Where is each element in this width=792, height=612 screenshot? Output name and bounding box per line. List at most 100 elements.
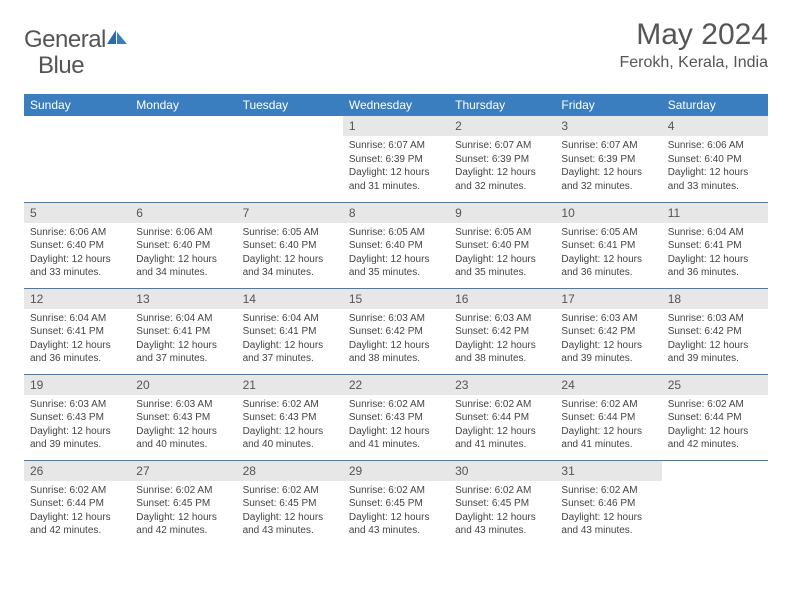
calendar-cell: 1Sunrise: 6:07 AMSunset: 6:39 PMDaylight…	[343, 116, 449, 202]
day-line-ss: Sunset: 6:43 PM	[30, 411, 124, 425]
day-line-ss: Sunset: 6:42 PM	[455, 325, 549, 339]
day-line-d1: Daylight: 12 hours	[30, 339, 124, 353]
day-details: Sunrise: 6:06 AMSunset: 6:40 PMDaylight:…	[130, 223, 236, 284]
calendar-week: 5Sunrise: 6:06 AMSunset: 6:40 PMDaylight…	[24, 202, 768, 288]
calendar-cell	[662, 460, 768, 546]
calendar-cell: 4Sunrise: 6:06 AMSunset: 6:40 PMDaylight…	[662, 116, 768, 202]
day-number: 1	[343, 116, 449, 136]
day-line-d2: and 34 minutes.	[243, 266, 337, 280]
day-details: Sunrise: 6:02 AMSunset: 6:45 PMDaylight:…	[449, 481, 555, 542]
day-line-sr: Sunrise: 6:05 AM	[349, 226, 443, 240]
calendar-cell: 11Sunrise: 6:04 AMSunset: 6:41 PMDayligh…	[662, 202, 768, 288]
day-line-ss: Sunset: 6:42 PM	[668, 325, 762, 339]
day-line-d2: and 37 minutes.	[243, 352, 337, 366]
day-line-d2: and 43 minutes.	[455, 524, 549, 538]
day-line-ss: Sunset: 6:40 PM	[455, 239, 549, 253]
day-number: 3	[555, 116, 661, 136]
day-number: 5	[24, 203, 130, 223]
day-line-sr: Sunrise: 6:02 AM	[349, 484, 443, 498]
day-line-d1: Daylight: 12 hours	[455, 339, 549, 353]
day-line-d1: Daylight: 12 hours	[30, 253, 124, 267]
calendar-cell	[237, 116, 343, 202]
day-line-ss: Sunset: 6:40 PM	[349, 239, 443, 253]
brand-word1: General	[24, 26, 106, 54]
day-line-ss: Sunset: 6:43 PM	[349, 411, 443, 425]
day-line-d1: Daylight: 12 hours	[349, 253, 443, 267]
day-line-ss: Sunset: 6:44 PM	[455, 411, 549, 425]
day-line-d2: and 33 minutes.	[668, 180, 762, 194]
day-line-d2: and 33 minutes.	[30, 266, 124, 280]
day-line-d2: and 41 minutes.	[561, 438, 655, 452]
brand-logo: General	[24, 18, 130, 54]
day-details: Sunrise: 6:07 AMSunset: 6:39 PMDaylight:…	[555, 136, 661, 197]
location-label: Ferokh, Kerala, India	[619, 54, 768, 72]
weekday-header: Saturday	[662, 94, 768, 116]
day-line-ss: Sunset: 6:41 PM	[243, 325, 337, 339]
calendar-cell: 7Sunrise: 6:05 AMSunset: 6:40 PMDaylight…	[237, 202, 343, 288]
day-details: Sunrise: 6:03 AMSunset: 6:42 PMDaylight:…	[343, 309, 449, 370]
day-line-sr: Sunrise: 6:02 AM	[455, 398, 549, 412]
day-line-sr: Sunrise: 6:07 AM	[349, 139, 443, 153]
calendar-cell: 5Sunrise: 6:06 AMSunset: 6:40 PMDaylight…	[24, 202, 130, 288]
day-line-sr: Sunrise: 6:03 AM	[668, 312, 762, 326]
day-line-sr: Sunrise: 6:02 AM	[561, 484, 655, 498]
calendar-cell: 31Sunrise: 6:02 AMSunset: 6:46 PMDayligh…	[555, 460, 661, 546]
day-line-ss: Sunset: 6:41 PM	[30, 325, 124, 339]
day-line-sr: Sunrise: 6:07 AM	[455, 139, 549, 153]
day-line-d2: and 39 minutes.	[561, 352, 655, 366]
day-line-d1: Daylight: 12 hours	[455, 253, 549, 267]
day-line-ss: Sunset: 6:44 PM	[668, 411, 762, 425]
day-number: 2	[449, 116, 555, 136]
day-line-d2: and 43 minutes.	[243, 524, 337, 538]
day-line-sr: Sunrise: 6:06 AM	[30, 226, 124, 240]
day-line-d2: and 32 minutes.	[561, 180, 655, 194]
day-number: 12	[24, 289, 130, 309]
day-number: 22	[343, 375, 449, 395]
brand-word2: Blue	[38, 52, 84, 80]
day-details: Sunrise: 6:06 AMSunset: 6:40 PMDaylight:…	[24, 223, 130, 284]
day-details: Sunrise: 6:02 AMSunset: 6:43 PMDaylight:…	[237, 395, 343, 456]
day-details: Sunrise: 6:04 AMSunset: 6:41 PMDaylight:…	[237, 309, 343, 370]
day-line-d2: and 42 minutes.	[136, 524, 230, 538]
day-line-d2: and 42 minutes.	[668, 438, 762, 452]
calendar-cell: 3Sunrise: 6:07 AMSunset: 6:39 PMDaylight…	[555, 116, 661, 202]
calendar-table: SundayMondayTuesdayWednesdayThursdayFrid…	[24, 94, 768, 546]
weekday-header: Tuesday	[237, 94, 343, 116]
day-details: Sunrise: 6:07 AMSunset: 6:39 PMDaylight:…	[449, 136, 555, 197]
calendar-cell: 21Sunrise: 6:02 AMSunset: 6:43 PMDayligh…	[237, 374, 343, 460]
day-line-d2: and 40 minutes.	[243, 438, 337, 452]
day-line-d2: and 39 minutes.	[668, 352, 762, 366]
calendar-cell: 20Sunrise: 6:03 AMSunset: 6:43 PMDayligh…	[130, 374, 236, 460]
day-line-ss: Sunset: 6:43 PM	[136, 411, 230, 425]
day-number: 11	[662, 203, 768, 223]
calendar-cell: 29Sunrise: 6:02 AMSunset: 6:45 PMDayligh…	[343, 460, 449, 546]
day-line-sr: Sunrise: 6:05 AM	[243, 226, 337, 240]
day-line-sr: Sunrise: 6:05 AM	[455, 226, 549, 240]
calendar-cell: 30Sunrise: 6:02 AMSunset: 6:45 PMDayligh…	[449, 460, 555, 546]
day-details: Sunrise: 6:02 AMSunset: 6:44 PMDaylight:…	[24, 481, 130, 542]
day-details: Sunrise: 6:02 AMSunset: 6:46 PMDaylight:…	[555, 481, 661, 542]
day-line-ss: Sunset: 6:41 PM	[561, 239, 655, 253]
title-block: May 2024 Ferokh, Kerala, India	[619, 18, 768, 72]
day-number: 29	[343, 461, 449, 481]
day-line-d1: Daylight: 12 hours	[349, 511, 443, 525]
day-number: 27	[130, 461, 236, 481]
day-line-d2: and 38 minutes.	[349, 352, 443, 366]
day-line-ss: Sunset: 6:45 PM	[136, 497, 230, 511]
day-number: 20	[130, 375, 236, 395]
weekday-header: Wednesday	[343, 94, 449, 116]
calendar-week: 1Sunrise: 6:07 AMSunset: 6:39 PMDaylight…	[24, 116, 768, 202]
day-line-d2: and 36 minutes.	[561, 266, 655, 280]
day-line-ss: Sunset: 6:39 PM	[349, 153, 443, 167]
day-number: 16	[449, 289, 555, 309]
day-line-ss: Sunset: 6:44 PM	[30, 497, 124, 511]
day-line-d1: Daylight: 12 hours	[668, 339, 762, 353]
calendar-cell	[24, 116, 130, 202]
day-line-sr: Sunrise: 6:02 AM	[243, 484, 337, 498]
day-details: Sunrise: 6:03 AMSunset: 6:42 PMDaylight:…	[662, 309, 768, 370]
day-details: Sunrise: 6:07 AMSunset: 6:39 PMDaylight:…	[343, 136, 449, 197]
day-line-d2: and 36 minutes.	[668, 266, 762, 280]
day-number: 21	[237, 375, 343, 395]
day-line-d1: Daylight: 12 hours	[136, 511, 230, 525]
day-line-d1: Daylight: 12 hours	[30, 425, 124, 439]
